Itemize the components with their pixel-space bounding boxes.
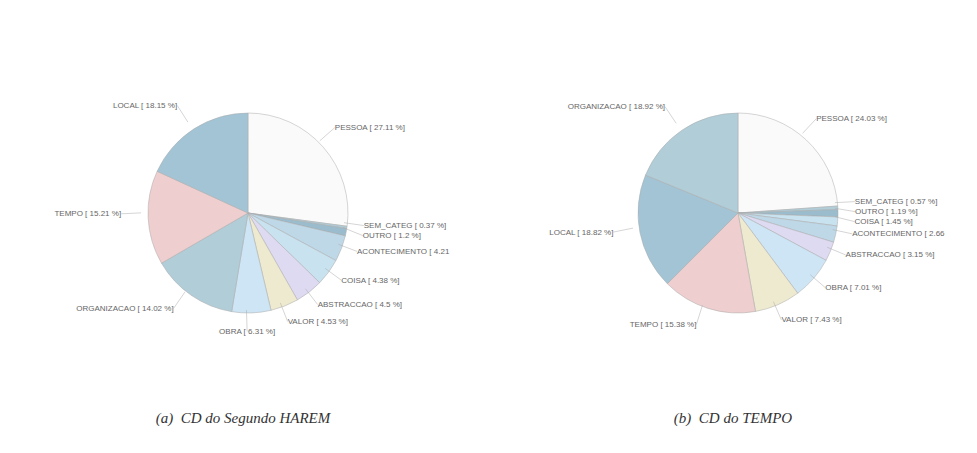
svg-text:SEM_CATEG [ 0.57 %]: SEM_CATEG [ 0.57 %] (855, 197, 938, 206)
svg-text:ORGANIZACAO [ 18.92 %]: ORGANIZACAO [ 18.92 %] (568, 102, 665, 111)
svg-text:ACONTECIMENTO [ 4.21: ACONTECIMENTO [ 4.21 (357, 247, 450, 256)
html-text:(b) CD do TEMPO: (b) CD do TEMPO (673, 410, 793, 426)
svg-text:PESSOA [ 24.03 %]: PESSOA [ 24.03 %] (816, 114, 887, 123)
svg-text:TEMPO [ 15.21 %]: TEMPO [ 15.21 %] (54, 209, 121, 218)
svg-text:ABSTRACCAO [ 4.5 %]: ABSTRACCAO [ 4.5 %] (318, 300, 402, 309)
svg-text:VALOR [ 4.53 %]: VALOR [ 4.53 %] (288, 317, 348, 326)
svg-text:SEM_CATEG [ 0.37 %]: SEM_CATEG [ 0.37 %] (364, 221, 447, 230)
svg-text:VALOR [ 7.43 %]: VALOR [ 7.43 %] (781, 315, 841, 324)
svg-text:LOCAL [ 18.15 %]: LOCAL [ 18.15 %] (113, 101, 177, 110)
html-text:(a) CD do Segundo HAREM: (a) CD do Segundo HAREM (155, 410, 331, 426)
svg-text:OBRA [ 7.01 %]: OBRA [ 7.01 %] (825, 283, 881, 292)
svg-text:TEMPO [ 15.38 %]: TEMPO [ 15.38 %] (630, 320, 697, 329)
svg-text:ACONTECIMENTO [ 2.66: ACONTECIMENTO [ 2.66 (852, 229, 945, 238)
svg-text:ORGANIZACAO [ 14.02 %]: ORGANIZACAO [ 14.02 %] (76, 304, 173, 313)
svg-text:PESSOA [ 27.11 %]: PESSOA [ 27.11 %] (335, 123, 405, 132)
svg-text:OUTRO [ 1.2 %]: OUTRO [ 1.2 %] (363, 231, 421, 240)
svg-text:COISA [ 1.45 %]: COISA [ 1.45 %] (855, 217, 913, 226)
svg-text:OUTRO [ 1.19 %]: OUTRO [ 1.19 %] (855, 207, 918, 216)
svg-text:COISA [ 4.38 %]: COISA [ 4.38 %] (341, 276, 399, 285)
svg-text:LOCAL [ 18.82 %]: LOCAL [ 18.82 %] (549, 228, 613, 237)
svg-text:ABSTRACCAO [ 3.15 %]: ABSTRACCAO [ 3.15 %] (846, 250, 935, 259)
svg-text:OBRA [ 6.31 %]: OBRA [ 6.31 %] (219, 327, 275, 336)
